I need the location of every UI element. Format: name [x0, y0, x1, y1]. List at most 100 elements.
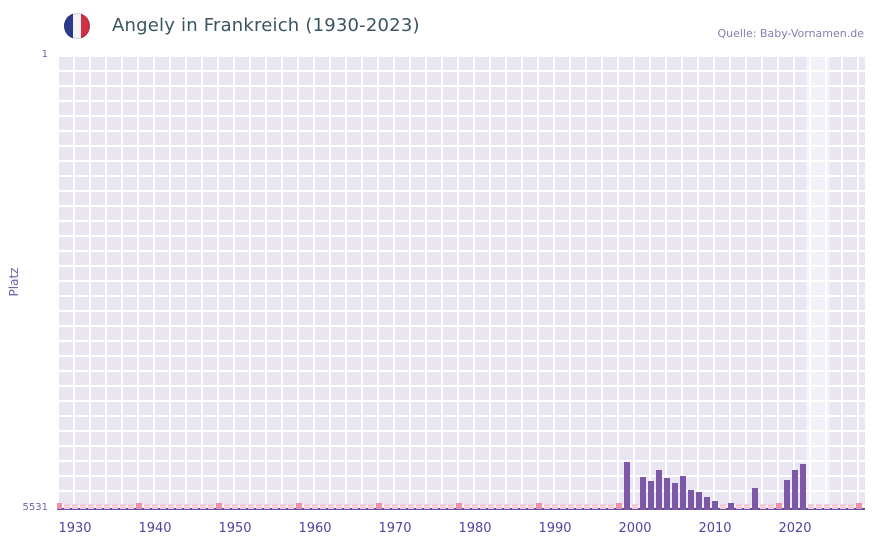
no-data-mark-1967 [368, 504, 374, 509]
no-data-mark-1949 [224, 504, 230, 509]
no-data-mark-1963 [336, 504, 342, 509]
no-data-mark-1985 [512, 504, 518, 509]
no-data-mark-1979 [464, 504, 470, 509]
no-data-mark-1974 [424, 504, 430, 509]
bar-2008[interactable] [696, 492, 702, 510]
bar-2006[interactable] [680, 476, 686, 510]
x-tick-1990: 1990 [538, 521, 572, 536]
no-data-mark-2022 [808, 504, 814, 509]
y-axis-title: Platz [7, 267, 21, 297]
x-tick-2010: 2010 [698, 521, 732, 536]
no-data-mark-2026 [840, 504, 846, 509]
no-data-mark-2018 [776, 503, 782, 509]
no-data-mark-1984 [504, 504, 510, 509]
no-data-mark-1969 [384, 504, 390, 509]
no-data-mark-2023 [816, 504, 822, 509]
bar-2009[interactable] [704, 497, 710, 510]
no-data-mark-1978 [456, 503, 462, 509]
bar-2004[interactable] [664, 478, 670, 510]
x-tick-2000: 2000 [618, 521, 652, 536]
no-data-mark-1993 [576, 504, 582, 509]
bar-2015[interactable] [752, 488, 758, 510]
no-data-mark-1962 [328, 504, 334, 509]
no-data-mark-1991 [560, 504, 566, 509]
bar-2010[interactable] [712, 501, 718, 510]
no-data-mark-1998 [616, 503, 622, 509]
no-data-mark-1980 [472, 504, 478, 509]
no-data-mark-1955 [272, 504, 278, 509]
bar-2019[interactable] [784, 480, 790, 510]
no-data-mark-1994 [584, 504, 590, 509]
no-data-mark-2025 [832, 504, 838, 509]
bar-2020[interactable] [792, 470, 798, 510]
no-data-mark-1976 [440, 504, 446, 509]
y-axis-tick-bottom: 5531 [22, 502, 48, 513]
no-data-mark-2024 [824, 504, 830, 509]
no-data-mark-1954 [264, 504, 270, 509]
no-data-mark-1956 [280, 504, 286, 509]
bar-1999[interactable] [624, 462, 630, 510]
no-data-mark-1934 [104, 504, 110, 509]
france-flag-icon [64, 13, 90, 39]
no-data-mark-1970 [392, 504, 398, 509]
no-data-mark-1940 [152, 504, 158, 509]
bar-2012[interactable] [728, 503, 734, 510]
x-tick-1960: 1960 [298, 521, 332, 536]
no-data-mark-2014 [744, 504, 750, 509]
y-axis-tick-top: 1 [41, 49, 48, 60]
no-data-mark-1936 [120, 504, 126, 509]
no-data-mark-1930 [72, 504, 78, 509]
no-data-mark-1989 [544, 504, 550, 509]
no-data-mark-1996 [600, 504, 606, 509]
plot-area[interactable] [57, 55, 865, 510]
no-data-mark-1944 [184, 504, 190, 509]
x-tick-1940: 1940 [138, 521, 172, 536]
no-data-mark-1932 [88, 504, 94, 509]
no-data-mark-1942 [168, 504, 174, 509]
highlight-band [806, 55, 830, 510]
no-data-mark-1938 [136, 503, 142, 509]
no-data-mark-1931 [80, 504, 86, 509]
bar-2021[interactable] [800, 464, 806, 510]
no-data-mark-1928 [57, 503, 62, 509]
bar-2005[interactable] [672, 483, 678, 510]
no-data-mark-1964 [344, 504, 350, 509]
no-data-mark-1960 [312, 504, 318, 509]
no-data-mark-1947 [208, 504, 214, 509]
no-data-mark-1987 [528, 504, 534, 509]
page-title: Angely in Frankreich (1930-2023) [112, 15, 420, 36]
no-data-mark-1997 [608, 504, 614, 509]
no-data-mark-1973 [416, 504, 422, 509]
no-data-mark-1951 [240, 504, 246, 509]
x-tick-2020: 2020 [778, 521, 812, 536]
bar-2001[interactable] [640, 477, 646, 510]
no-data-mark-1982 [488, 504, 494, 509]
x-tick-1950: 1950 [218, 521, 252, 536]
no-data-mark-1988 [536, 503, 542, 509]
no-data-mark-2013 [736, 504, 742, 509]
no-data-mark-1957 [288, 504, 294, 509]
no-data-mark-1983 [496, 504, 502, 509]
x-tick-1930: 1930 [58, 521, 92, 536]
no-data-mark-1953 [256, 504, 262, 509]
bar-2002[interactable] [648, 481, 654, 510]
no-data-mark-1952 [248, 504, 254, 509]
no-data-mark-2011 [720, 504, 726, 509]
no-data-mark-2000 [632, 504, 638, 509]
no-data-mark-1968 [376, 503, 382, 509]
no-data-mark-2016 [760, 504, 766, 509]
bar-2007[interactable] [688, 490, 694, 510]
x-tick-1980: 1980 [458, 521, 492, 536]
bar-2003[interactable] [656, 470, 662, 510]
no-data-mark-1995 [592, 504, 598, 509]
no-data-mark-1965 [352, 504, 358, 509]
no-data-mark-2017 [768, 504, 774, 509]
no-data-mark-1971 [400, 504, 406, 509]
no-data-mark-1948 [216, 503, 222, 509]
no-data-mark-1990 [552, 504, 558, 509]
no-data-mark-1939 [144, 504, 150, 509]
no-data-mark-1977 [448, 504, 454, 509]
no-data-mark-2028 [856, 503, 862, 509]
no-data-mark-1975 [432, 504, 438, 509]
